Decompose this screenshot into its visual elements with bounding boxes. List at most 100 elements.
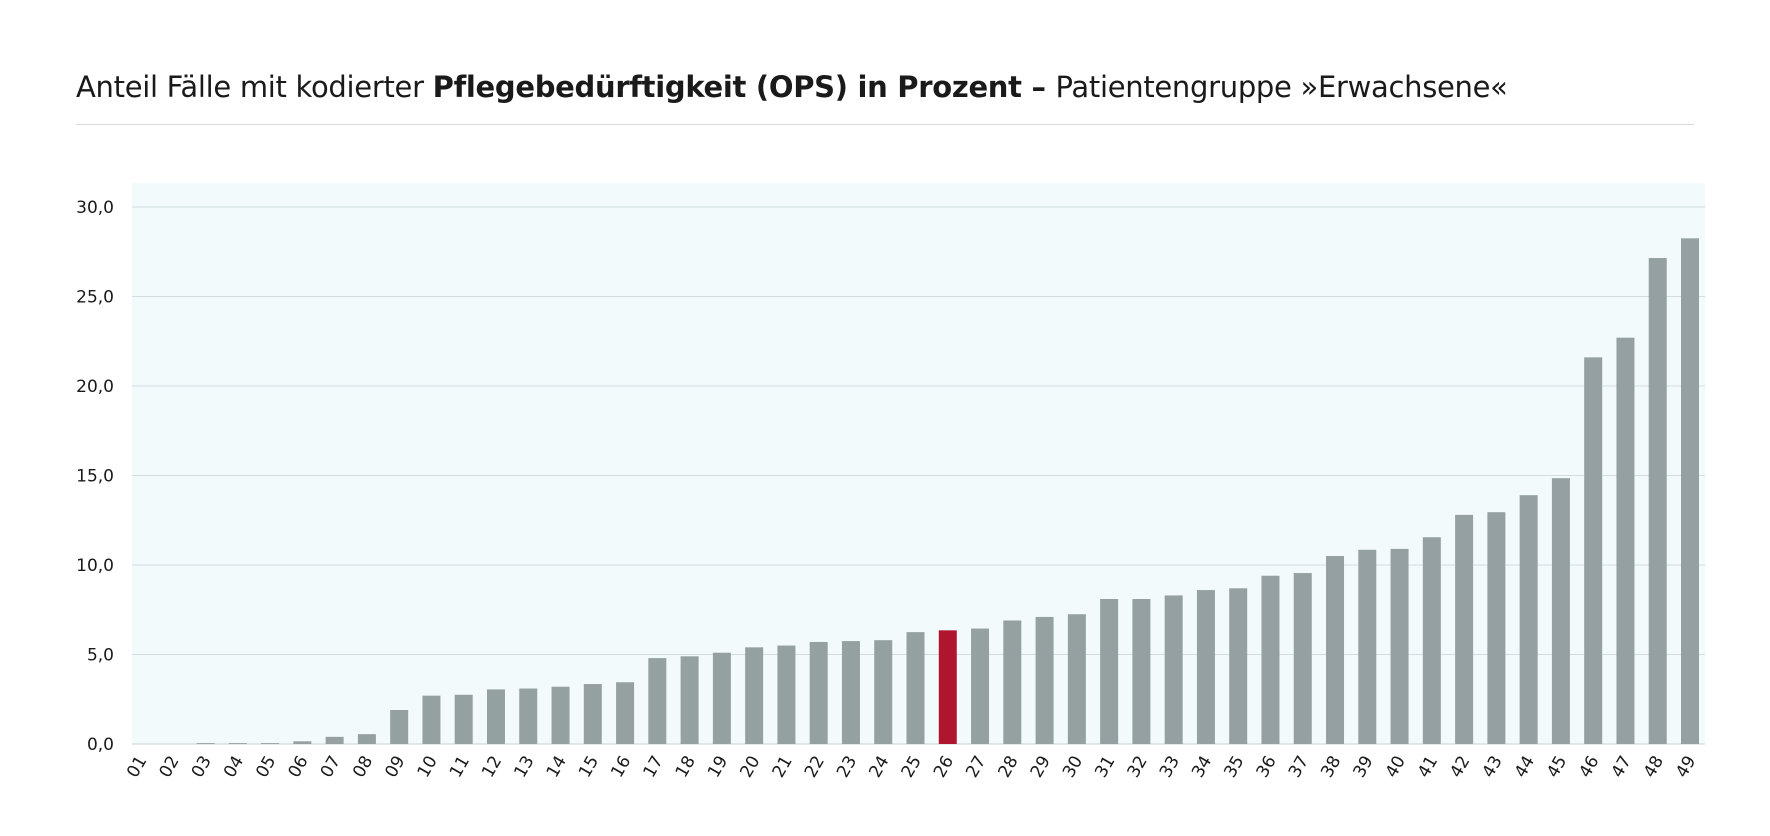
x-tick-label: 01 (123, 753, 151, 782)
x-tick-label: 31 (1091, 753, 1119, 782)
x-tick-label: 46 (1575, 753, 1603, 782)
x-tick-label: 38 (1317, 753, 1345, 782)
x-tick-label: 16 (607, 753, 635, 782)
x-tick-label: 37 (1285, 753, 1313, 782)
x-tick-label: 43 (1479, 753, 1507, 782)
bar-26 (938, 630, 957, 744)
bar-28 (1003, 620, 1022, 744)
bar-12 (486, 689, 505, 744)
bar-14 (551, 686, 570, 744)
x-tick-label: 29 (1027, 753, 1055, 782)
bar-18 (680, 656, 699, 744)
x-tick-label: 41 (1414, 753, 1442, 782)
x-tick-label: 36 (1253, 753, 1281, 782)
bar-38 (1326, 556, 1345, 744)
bar-35 (1229, 588, 1248, 744)
bar-04 (228, 743, 247, 744)
bar-06 (293, 741, 312, 744)
bar-49 (1681, 238, 1699, 744)
bar-15 (583, 684, 602, 744)
bar-41 (1422, 537, 1441, 744)
bar-20 (745, 647, 764, 744)
x-tick-label: 08 (349, 753, 377, 782)
bar-29 (1035, 616, 1054, 744)
x-tick-label: 02 (155, 753, 183, 782)
bar-17 (648, 658, 667, 744)
x-tick-label: 49 (1672, 753, 1700, 782)
bar-34 (1196, 590, 1215, 744)
x-tick-label: 17 (640, 753, 668, 782)
bar-42 (1455, 514, 1474, 744)
bar-13 (519, 688, 538, 744)
x-tick-label: 20 (736, 753, 764, 782)
bar-37 (1293, 573, 1312, 744)
bar-32 (1132, 599, 1151, 744)
bar-36 (1261, 575, 1280, 744)
title-part-1: Anteil Fälle mit kodierter (76, 70, 433, 104)
title-part-3: Patientengruppe »Erwachsene« (1055, 70, 1508, 104)
x-tick-label: 23 (833, 753, 861, 782)
bar-27 (971, 628, 990, 744)
bar-03 (196, 743, 215, 744)
x-tick-label: 26 (930, 753, 958, 782)
x-tick-label: 28 (995, 753, 1023, 782)
x-tick-label: 24 (865, 753, 893, 782)
y-tick-label: 0,0 (87, 735, 114, 755)
y-tick-label: 10,0 (76, 556, 114, 576)
x-tick-label: 18 (672, 753, 700, 782)
title-part-2: Pflegebedürftigkeit (OPS) in Prozent – (432, 70, 1056, 104)
x-tick-label: 39 (1349, 753, 1377, 782)
bar-39 (1358, 549, 1377, 744)
bar-25 (906, 632, 925, 744)
x-tick-label: 42 (1446, 753, 1474, 782)
x-tick-label: 47 (1608, 753, 1636, 782)
bar-46 (1584, 357, 1603, 744)
x-tick-label: 25 (898, 753, 926, 782)
x-tick-label: 45 (1543, 753, 1571, 782)
x-axis-ticks: 01 02 03 04 05 06 07 08 09 10 11 12 13 14 15 16 17 18 19 20… (123, 753, 1700, 782)
bar-08 (357, 734, 376, 744)
x-tick-label: 14 (543, 753, 571, 782)
bar-11 (454, 694, 473, 744)
y-tick-label: 30,0 (76, 198, 114, 218)
x-tick-label: 21 (769, 753, 797, 782)
y-tick-label: 5,0 (87, 646, 114, 666)
bar-33 (1164, 595, 1183, 744)
x-tick-label: 27 (962, 753, 990, 782)
x-tick-label: 33 (1156, 753, 1184, 782)
y-tick-label: 15,0 (76, 467, 114, 487)
x-tick-label: 35 (1220, 753, 1248, 782)
bar-24 (874, 640, 893, 744)
bar-09 (390, 709, 409, 744)
bar-19 (712, 652, 731, 744)
bar-10 (422, 695, 441, 744)
bar-23 (841, 641, 860, 744)
bar-16 (616, 682, 635, 744)
bar-07 (325, 736, 344, 744)
x-tick-label: 06 (285, 753, 313, 782)
y-tick-label: 20,0 (76, 377, 114, 397)
x-tick-label: 22 (801, 753, 829, 782)
x-tick-label: 09 (381, 753, 409, 782)
x-tick-label: 13 (510, 753, 538, 782)
bar-48 (1648, 258, 1667, 744)
chart-title: Anteil Fälle mit kodierter Pflegebedürft… (76, 70, 1508, 104)
x-tick-label: 34 (1188, 753, 1216, 782)
x-tick-label: 32 (1124, 753, 1152, 782)
x-tick-label: 11 (446, 753, 474, 782)
bar-05 (261, 743, 280, 744)
x-tick-label: 10 (414, 753, 442, 782)
x-tick-label: 12 (478, 753, 506, 782)
title-divider (76, 124, 1694, 125)
x-tick-label: 15 (575, 753, 603, 782)
x-tick-label: 48 (1640, 753, 1668, 782)
x-tick-label: 19 (704, 753, 732, 782)
bar-45 (1551, 478, 1570, 744)
bar-43 (1487, 512, 1506, 744)
y-tick-label: 25,0 (76, 288, 114, 308)
x-tick-label: 40 (1382, 753, 1410, 782)
x-tick-label: 04 (220, 753, 248, 782)
bar-22 (809, 641, 828, 744)
y-axis-ticks: 0,0 5,0 10,0 15,0 20,0 25,0 30,0 (76, 198, 114, 755)
